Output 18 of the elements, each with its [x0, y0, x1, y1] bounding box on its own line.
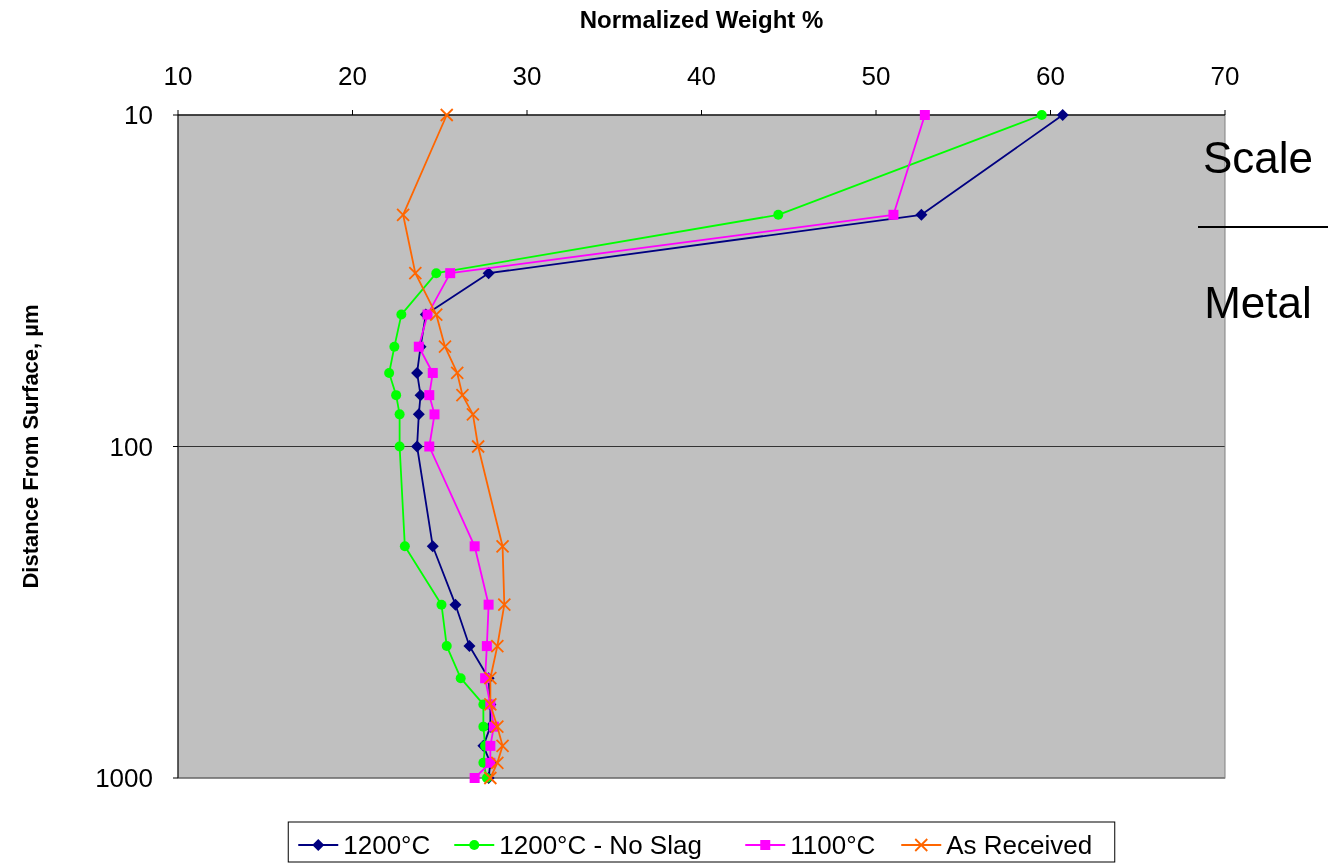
legend-label: 1200°C	[343, 830, 431, 861]
x-tick-label: 40	[687, 61, 716, 91]
legend-label: As Received	[946, 830, 1093, 861]
x-tick-label: 60	[1036, 61, 1065, 91]
x-tick-label: 30	[512, 61, 542, 91]
y-tick-label: 100	[109, 431, 153, 462]
legend-label: 1200°C - No Slag	[499, 830, 702, 861]
y-axis-title: Distance From Surface, µm	[18, 304, 43, 589]
x-axis-title: Normalized Weight %	[579, 6, 824, 33]
y-tick-label: 1000	[95, 763, 153, 794]
legend-label: 1100°C	[790, 830, 876, 861]
y-tick-label: 10	[124, 100, 153, 131]
annotation: Metal	[1204, 278, 1312, 328]
x-tick-label: 70	[1210, 61, 1240, 91]
x-tick-label: 10	[163, 61, 193, 91]
x-tick-label: 20	[338, 61, 367, 91]
annotation: Scale	[1202, 133, 1314, 183]
x-tick-label: 50	[861, 61, 891, 91]
